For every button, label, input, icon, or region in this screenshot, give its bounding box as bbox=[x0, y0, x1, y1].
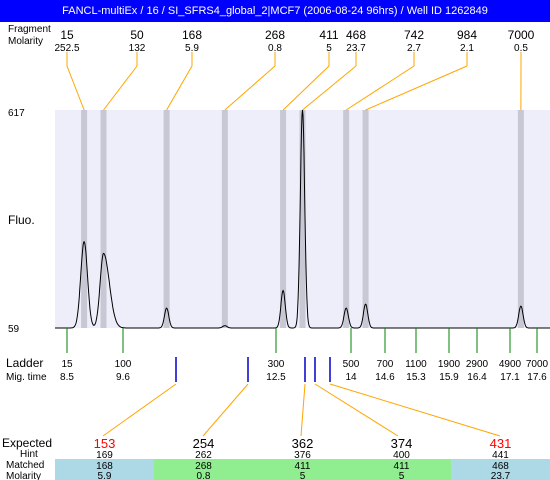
peak-molarity-label: 2.7 bbox=[407, 43, 421, 54]
peak-band-984 bbox=[362, 110, 369, 328]
expected-cell-1 bbox=[154, 459, 253, 480]
peak-molarity-label: 252.5 bbox=[54, 43, 79, 54]
ladder-size-label: 1100 bbox=[405, 359, 427, 370]
ladder-migtime-label: 17.1 bbox=[500, 372, 520, 383]
ladder-size-label: 1900 bbox=[438, 359, 461, 370]
matched-value: 468 bbox=[492, 461, 509, 472]
peak-connector-411 bbox=[282, 65, 330, 111]
hint-value: 262 bbox=[195, 450, 212, 461]
peak-connector-742 bbox=[345, 65, 415, 111]
matched-value: 268 bbox=[195, 461, 212, 472]
hint-value: 441 bbox=[492, 450, 509, 461]
expected-connector-2 bbox=[300, 383, 306, 437]
peak-molarity-label: 132 bbox=[129, 43, 146, 54]
matched-value: 411 bbox=[394, 461, 410, 472]
peak-size-label: 268 bbox=[265, 28, 285, 42]
hint-value: 376 bbox=[294, 450, 311, 461]
y-max-label: 617 bbox=[8, 108, 25, 119]
matched-value: 411 bbox=[295, 461, 311, 472]
peak-size-label: 984 bbox=[457, 28, 477, 42]
fragment-label: Fragment bbox=[8, 24, 51, 35]
expected-value: 153 bbox=[94, 436, 116, 451]
expected-value: 254 bbox=[193, 436, 215, 451]
peak-connector-50 bbox=[103, 65, 138, 111]
ladder-migtime-label: 12.5 bbox=[266, 372, 286, 383]
peak-size-label: 168 bbox=[182, 28, 202, 42]
ladder-size-label: 7000 bbox=[526, 359, 549, 370]
ladder-migtime-label: 8.5 bbox=[60, 372, 74, 383]
expected-cell-0 bbox=[55, 459, 154, 480]
peak-connector-468 bbox=[302, 65, 357, 111]
expected-molarity-value: 5.9 bbox=[98, 471, 112, 480]
peak-band-15 bbox=[81, 110, 88, 328]
matched-label: Matched bbox=[6, 460, 44, 471]
molarity-label: Molarity bbox=[8, 36, 43, 47]
expected-connector-0 bbox=[102, 383, 177, 437]
peak-molarity-label: 23.7 bbox=[346, 43, 366, 54]
expected-label: Expected bbox=[2, 436, 52, 450]
hint-value: 400 bbox=[393, 450, 410, 461]
peak-size-label: 15 bbox=[60, 28, 74, 42]
ladder-migtime-label: 9.6 bbox=[116, 372, 130, 383]
ladder-size-label: 2900 bbox=[466, 359, 489, 370]
peak-band-411 bbox=[280, 110, 287, 328]
matched-value: 168 bbox=[96, 461, 113, 472]
ladder-migtime-label: 15.3 bbox=[406, 372, 426, 383]
expected-connector-3 bbox=[314, 383, 399, 437]
peak-band-468 bbox=[299, 110, 306, 328]
expected-molarity-value: 0.8 bbox=[197, 471, 211, 480]
expected-connector-4 bbox=[329, 383, 501, 437]
peak-band-168 bbox=[163, 110, 170, 328]
expected-value: 431 bbox=[490, 436, 512, 451]
expected-cell-2 bbox=[253, 459, 352, 480]
expected-cell-3 bbox=[352, 459, 451, 480]
ladder-migtime-label: 17.6 bbox=[527, 372, 547, 383]
ladder-size-label: 300 bbox=[268, 359, 285, 370]
peak-molarity-label: 0.8 bbox=[268, 43, 282, 54]
expected-value: 374 bbox=[391, 436, 413, 451]
y-axis-label: Fluo. bbox=[8, 213, 35, 227]
peak-band-268 bbox=[221, 110, 228, 328]
peak-connector-168 bbox=[166, 65, 193, 111]
ladder-size-label: 4900 bbox=[499, 359, 522, 370]
y-min-label: 59 bbox=[8, 324, 20, 335]
peak-band-50 bbox=[100, 110, 107, 328]
expected-connector-1 bbox=[202, 383, 249, 437]
expected-molarity-value: 5 bbox=[300, 471, 306, 480]
peak-molarity-label: 5.9 bbox=[185, 43, 199, 54]
expected-molarity-label: Molarity bbox=[6, 471, 41, 480]
expected-value: 362 bbox=[292, 436, 314, 451]
peak-molarity-label: 0.5 bbox=[514, 43, 528, 54]
peak-size-label: 742 bbox=[404, 28, 424, 42]
peak-size-label: 50 bbox=[130, 28, 144, 42]
peak-molarity-label: 5 bbox=[326, 43, 332, 54]
ladder-size-label: 100 bbox=[115, 359, 132, 370]
ladder-label: Ladder bbox=[6, 356, 43, 370]
peak-band-7000 bbox=[517, 110, 524, 328]
peak-connector-15 bbox=[66, 65, 85, 111]
chart-title: FANCL-multiEx / 16 / SI_SFRS4_global_2|M… bbox=[0, 0, 550, 22]
peak-connector-984 bbox=[365, 65, 468, 111]
ladder-size-label: 500 bbox=[343, 359, 360, 370]
expected-molarity-value: 23.7 bbox=[491, 471, 511, 480]
hint-label: Hint bbox=[20, 449, 38, 460]
ladder-size-label: 700 bbox=[377, 359, 394, 370]
expected-molarity-value: 5 bbox=[399, 471, 405, 480]
fluorescence-trace bbox=[55, 109, 550, 329]
peak-band-742 bbox=[343, 110, 350, 328]
ladder-migtime-label: 14.6 bbox=[375, 372, 395, 383]
peak-connector-268 bbox=[224, 65, 276, 111]
mig-time-label: Mig. time bbox=[6, 372, 47, 383]
ladder-migtime-label: 16.4 bbox=[467, 372, 487, 383]
peak-size-label: 7000 bbox=[508, 28, 535, 42]
peak-molarity-label: 2.1 bbox=[460, 43, 474, 54]
ladder-migtime-label: 14 bbox=[345, 372, 357, 383]
peak-size-label: 468 bbox=[346, 28, 366, 42]
peak-size-label: 411 bbox=[319, 28, 338, 42]
ladder-size-label: 15 bbox=[61, 359, 73, 370]
expected-cell-4 bbox=[451, 459, 550, 480]
hint-value: 169 bbox=[96, 450, 113, 461]
ladder-migtime-label: 15.9 bbox=[439, 372, 459, 383]
